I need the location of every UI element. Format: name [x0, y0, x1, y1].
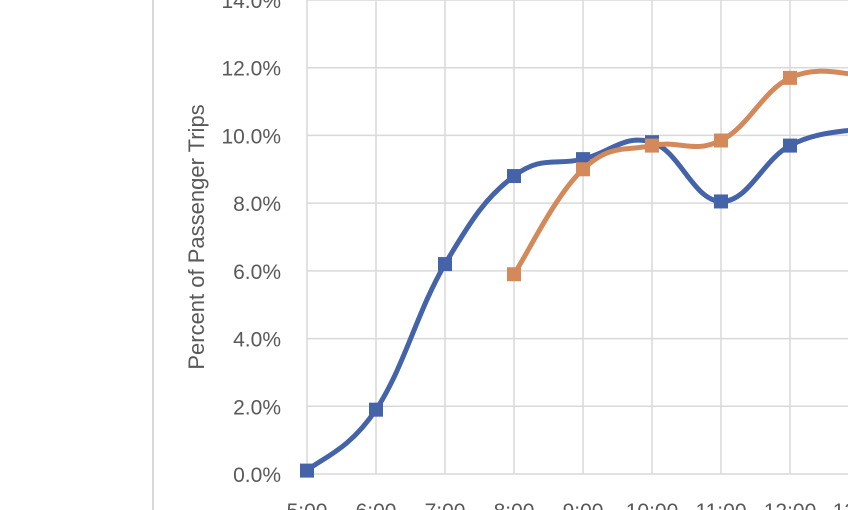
series-line-1 — [304, 127, 848, 474]
series-2-marker — [783, 70, 797, 85]
x-tick-label: 13:00 — [833, 500, 848, 510]
vertical-gridlines — [306, 0, 791, 474]
y-tick-label: 6.0% — [233, 261, 281, 284]
x-tick-label: 11:00 — [696, 500, 747, 510]
series-1-marker — [438, 257, 452, 272]
series-1-marker — [369, 402, 383, 417]
series-1-marker — [300, 463, 314, 478]
series-1-marker — [714, 194, 728, 209]
y-tick-label: 12.0% — [221, 58, 281, 81]
y-tick-label: 2.0% — [233, 396, 281, 419]
series-2-marker — [507, 267, 521, 282]
y-axis-title: Percent of Passenger Trips — [184, 104, 209, 369]
x-tick-label: 8:00 — [494, 500, 535, 510]
y-tick-label: 10.0% — [221, 125, 281, 148]
x-tick-label: 9:00 — [563, 500, 604, 510]
x-tick-label: 6:00 — [356, 500, 397, 510]
x-tick-label: 5:00 — [287, 500, 328, 510]
y-tick-label: 8.0% — [233, 193, 281, 216]
horizontal-gridlines — [307, 0, 848, 475]
x-tick-label: 10:00 — [626, 500, 679, 510]
x-axis-tick-labels: 5:00 6:00 7:00 8:00 9:00 10:00 11:00 12:00 13:00 — [287, 500, 848, 510]
series-group — [300, 68, 848, 478]
x-tick-label: 7:00 — [425, 500, 466, 510]
y-tick-label: 14.0% — [221, 0, 281, 13]
series-2-marker — [714, 133, 728, 148]
y-tick-label: 4.0% — [233, 329, 281, 352]
series-2-marker — [645, 138, 659, 153]
series-1-marker — [783, 138, 797, 153]
y-axis-tick-labels: 0.0% 2.0% 4.0% 6.0% 8.0% 10.0% 12.0% 14.0% — [221, 0, 281, 487]
x-tick-label: 12:00 — [764, 500, 817, 510]
y-tick-label: 0.0% — [233, 464, 281, 487]
series-1-marker — [507, 169, 521, 184]
series-2-marker — [576, 162, 590, 177]
series-line-2 — [511, 68, 848, 277]
